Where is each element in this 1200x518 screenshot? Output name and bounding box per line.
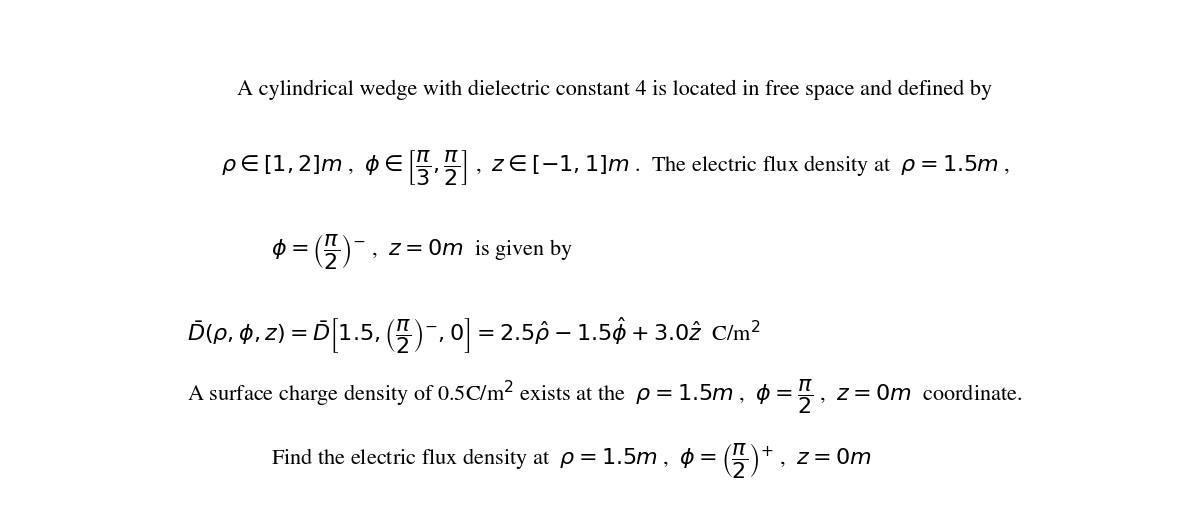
Text: Find the electric flux density at  $\rho = 1.5m$ ,  $\phi = \left(\dfrac{\pi}{2}: Find the electric flux density at $\rho … bbox=[271, 441, 871, 480]
Text: A cylindrical wedge with dielectric constant 4 is located in free space and defi: A cylindrical wedge with dielectric cons… bbox=[238, 80, 992, 100]
Text: $\phi = \left(\dfrac{\pi}{2}\right)^{-}$ ,  $z = 0m$  is given by: $\phi = \left(\dfrac{\pi}{2}\right)^{-}$… bbox=[271, 232, 574, 271]
Text: $\bar{D}(\rho,\phi,z) = \bar{D}\left[1.5, \left(\dfrac{\pi}{2}\right)^{-},0\righ: $\bar{D}(\rho,\phi,z) = \bar{D}\left[1.5… bbox=[187, 315, 761, 356]
Text: $\rho \in [1,2]m$ ,  $\phi \in \left[\dfrac{\pi}{3},\dfrac{\pi}{2}\right]$ ,  $z: $\rho \in [1,2]m$ , $\phi \in \left[\dfr… bbox=[221, 148, 1009, 187]
Text: A surface charge density of 0.5C/m$^{2}$ exists at the  $\rho = 1.5m$ ,  $\phi =: A surface charge density of 0.5C/m$^{2}$… bbox=[187, 377, 1022, 416]
